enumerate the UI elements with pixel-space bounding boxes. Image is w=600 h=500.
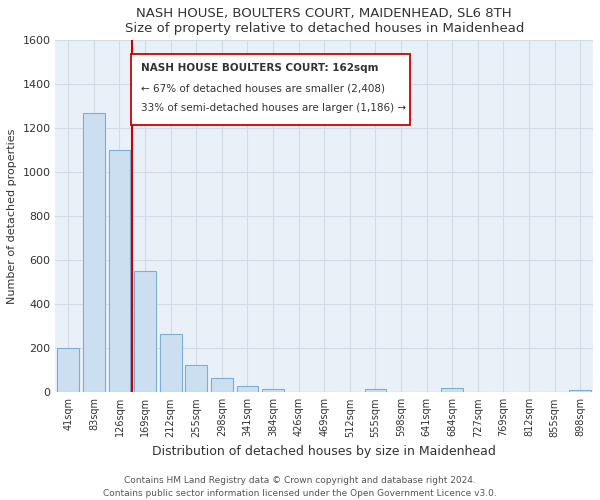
Text: 33% of semi-detached houses are larger (1,186) →: 33% of semi-detached houses are larger (…: [142, 104, 407, 114]
Text: NASH HOUSE BOULTERS COURT: 162sqm: NASH HOUSE BOULTERS COURT: 162sqm: [142, 63, 379, 73]
Bar: [109, 150, 130, 392]
Bar: [185, 365, 207, 392]
FancyBboxPatch shape: [131, 54, 410, 125]
Y-axis label: Number of detached properties: Number of detached properties: [7, 128, 17, 304]
Bar: [262, 389, 284, 392]
Bar: [134, 272, 156, 392]
Title: NASH HOUSE, BOULTERS COURT, MAIDENHEAD, SL6 8TH
Size of property relative to det: NASH HOUSE, BOULTERS COURT, MAIDENHEAD, …: [125, 7, 524, 35]
X-axis label: Distribution of detached houses by size in Maidenhead: Distribution of detached houses by size …: [152, 445, 496, 458]
Text: Contains HM Land Registry data © Crown copyright and database right 2024.
Contai: Contains HM Land Registry data © Crown c…: [103, 476, 497, 498]
Bar: [211, 378, 233, 392]
Bar: [569, 390, 591, 392]
Bar: [442, 388, 463, 392]
Bar: [236, 386, 259, 392]
Bar: [83, 113, 105, 392]
Bar: [58, 348, 79, 393]
Bar: [365, 389, 386, 392]
Bar: [160, 334, 182, 392]
Text: ← 67% of detached houses are smaller (2,408): ← 67% of detached houses are smaller (2,…: [142, 84, 385, 94]
